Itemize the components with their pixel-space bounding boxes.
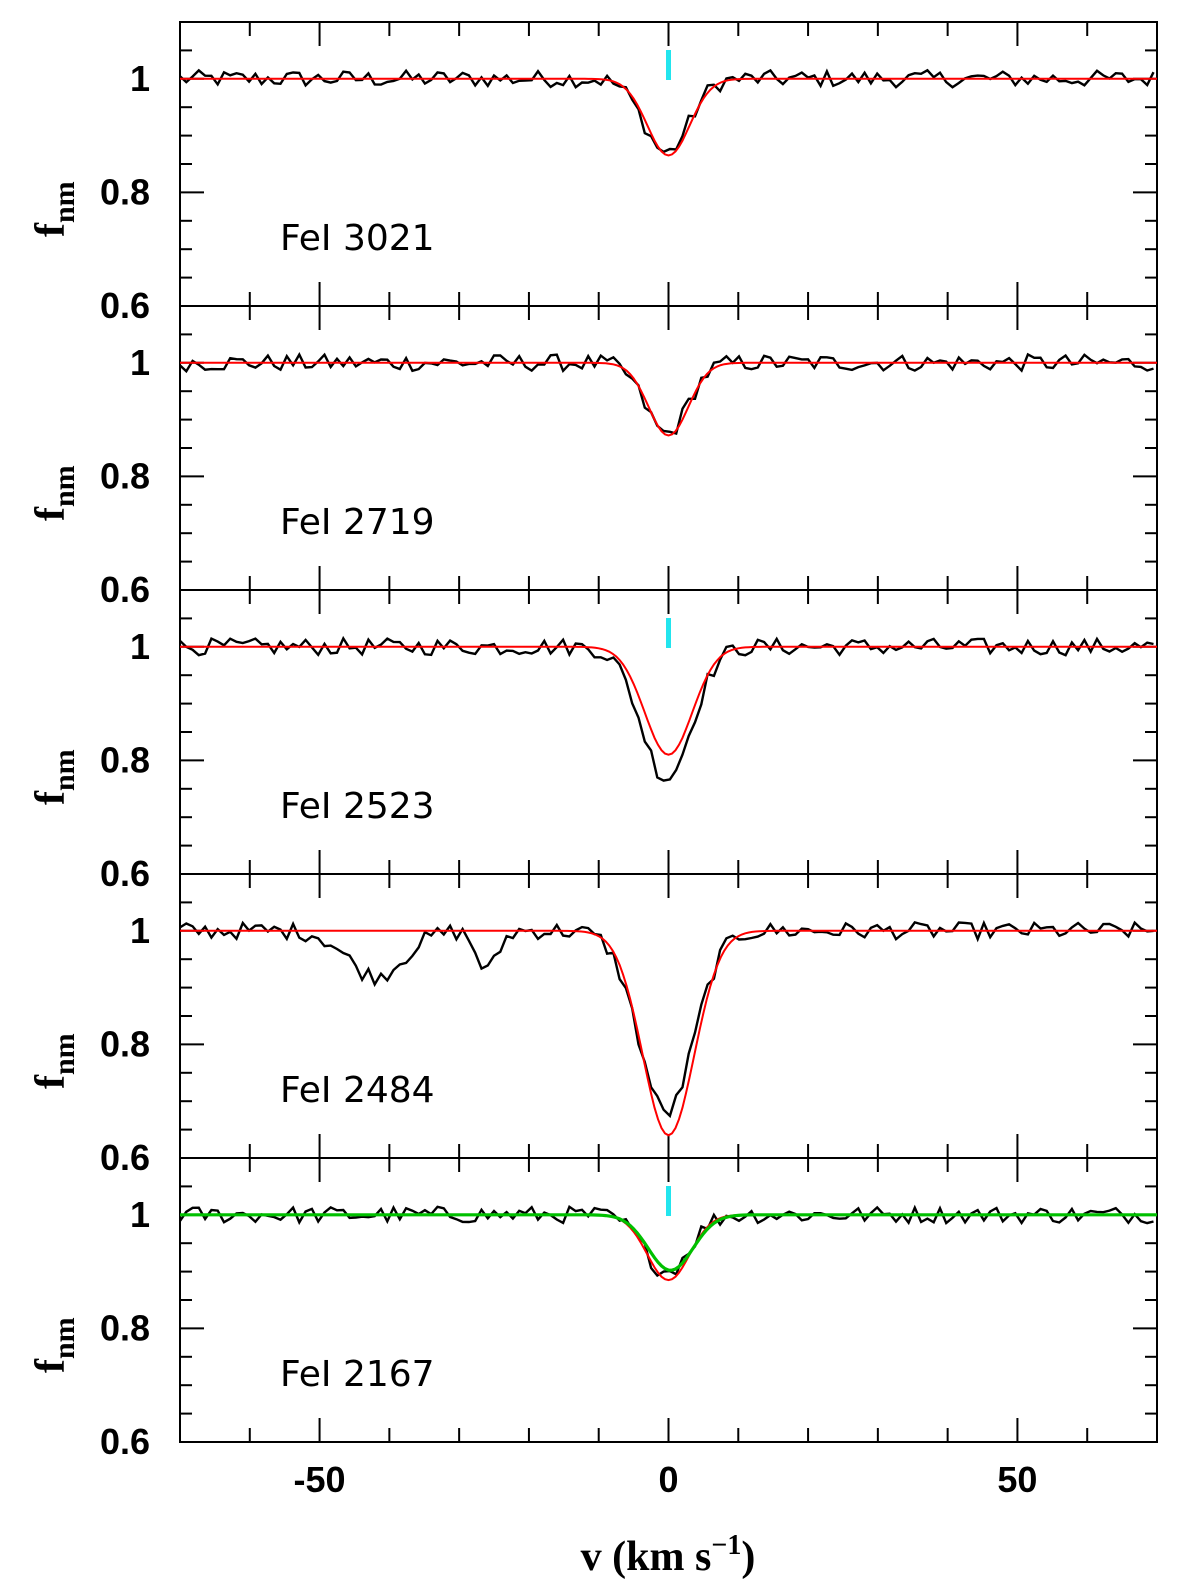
panel-1: 1 0.8 0.6 fnm FeI 3021 bbox=[28, 21, 1158, 326]
x-axis-tick-labels: -50 0 50 bbox=[294, 1459, 1038, 1500]
y-axis-label-main: f bbox=[28, 506, 74, 521]
y-axis-label-main: f bbox=[28, 1358, 74, 1373]
data-series-line bbox=[179, 352, 1154, 435]
x-axis-label-close: ) bbox=[741, 1534, 755, 1580]
y-axis-label: fnm bbox=[28, 1317, 81, 1373]
y-axis-label-main: f bbox=[28, 222, 74, 237]
y-axis-label-sub: nm bbox=[48, 1033, 81, 1075]
x-axis-label: v (km s−1) bbox=[581, 1530, 756, 1580]
y-tick-label: 0.6 bbox=[100, 853, 150, 894]
data-series-line bbox=[179, 919, 1154, 1119]
panel-5: 1 0.8 0.6 fnm FeI 2167 bbox=[28, 1157, 1158, 1462]
y-tick-label: 0.6 bbox=[100, 1421, 150, 1462]
y-tick-label: 1 bbox=[130, 910, 150, 951]
x-axis-label-main: v (km s bbox=[581, 1534, 712, 1580]
fit-model-line bbox=[180, 77, 1157, 157]
y-tick-label: 0.8 bbox=[100, 455, 150, 496]
y-axis-label-sub: nm bbox=[48, 181, 81, 223]
y-tick-label: 1 bbox=[130, 1194, 150, 1235]
y-axis-label-sub: nm bbox=[48, 749, 81, 791]
y-tick-label: 1 bbox=[130, 626, 150, 667]
y-tick-label: 0.6 bbox=[100, 1137, 150, 1178]
y-tick-label: 0.8 bbox=[100, 171, 150, 212]
panel-label: FeI 2719 bbox=[280, 502, 435, 543]
panel-3: 1 0.8 0.6 fnm FeI 2523 bbox=[28, 589, 1158, 894]
y-tick-label: 1 bbox=[130, 58, 150, 99]
fit-model-line bbox=[180, 645, 1157, 756]
y-axis-label-sub: nm bbox=[48, 465, 81, 507]
y-axis-label-sub: nm bbox=[48, 1317, 81, 1359]
panel-frame bbox=[179, 305, 1158, 591]
panel-4: 1 0.8 0.6 fnm FeI 2484 bbox=[28, 873, 1158, 1178]
panel-2: 1 0.8 0.6 fnm FeI 2719 bbox=[28, 305, 1158, 610]
y-tick-label: 0.8 bbox=[100, 1307, 150, 1348]
y-tick-label: 0.6 bbox=[100, 285, 150, 326]
x-tick-label: -50 bbox=[294, 1459, 346, 1500]
x-tick-label: 50 bbox=[997, 1459, 1037, 1500]
y-axis-label: fnm bbox=[28, 181, 81, 237]
x-tick-label: 0 bbox=[658, 1459, 678, 1500]
fit-model-line bbox=[180, 361, 1157, 437]
fit-model-line bbox=[180, 929, 1157, 1137]
y-axis-label-main: f bbox=[28, 790, 74, 805]
panel-label: FeI 2484 bbox=[280, 1070, 435, 1111]
x-axis-label-sup: −1 bbox=[711, 1530, 741, 1561]
y-tick-label: 1 bbox=[130, 342, 150, 383]
y-axis-label: fnm bbox=[28, 749, 81, 805]
panel-label: FeI 2167 bbox=[280, 1354, 435, 1395]
panel-label: FeI 2523 bbox=[280, 786, 435, 827]
y-tick-label: 0.8 bbox=[100, 739, 150, 780]
y-axis-label: fnm bbox=[28, 1033, 81, 1089]
panel-label: FeI 3021 bbox=[280, 218, 435, 259]
data-series-line bbox=[179, 68, 1155, 154]
alt-fit-model-line bbox=[180, 1213, 1157, 1272]
data-series-line bbox=[179, 1204, 1154, 1278]
y-axis-label-main: f bbox=[28, 1074, 74, 1089]
data-series-line bbox=[179, 635, 1154, 782]
y-axis-label: fnm bbox=[28, 465, 81, 521]
y-tick-label: 0.8 bbox=[100, 1023, 150, 1064]
y-tick-label: 0.6 bbox=[100, 569, 150, 610]
